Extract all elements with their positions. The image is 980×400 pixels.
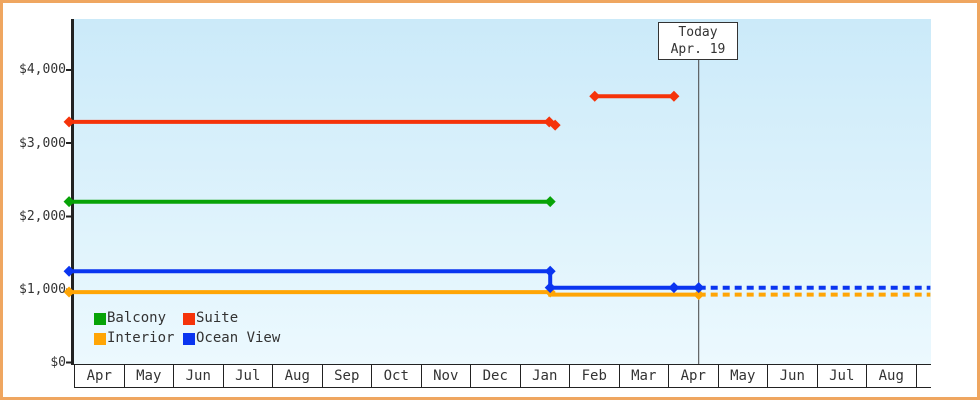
month-cell: Aug bbox=[866, 365, 916, 387]
month-label: Dec bbox=[482, 368, 508, 384]
today-date-label: Apr. 19 bbox=[670, 42, 726, 57]
month-label: Jan bbox=[532, 368, 558, 384]
month-cell: May bbox=[717, 365, 768, 387]
plot-background bbox=[74, 19, 931, 364]
month-label: Apr bbox=[680, 368, 706, 384]
month-label: Feb bbox=[581, 368, 607, 384]
series-marker-interior bbox=[63, 286, 75, 298]
legend-label: Suite bbox=[196, 310, 239, 326]
month-label: May bbox=[136, 368, 162, 384]
month-cell: Mar bbox=[618, 365, 669, 387]
x-axis-month-row: Apr May Jun Jul Aug Sep Oct Nov Dec Jan Feb Mar Apr M… bbox=[74, 364, 931, 388]
month-cell: Aug bbox=[272, 365, 322, 387]
series-marker-suite bbox=[589, 90, 601, 102]
y-axis-label: $4,000 bbox=[19, 62, 66, 78]
legend-swatch-ocean-view bbox=[183, 332, 195, 345]
series-marker-suite bbox=[668, 90, 680, 102]
series-marker-suite bbox=[549, 119, 561, 131]
month-cell-partial bbox=[915, 365, 932, 387]
month-cell: Jun bbox=[173, 365, 223, 387]
month-cell: Oct bbox=[371, 365, 421, 387]
month-label: Jul bbox=[829, 368, 855, 384]
month-cell: Sep bbox=[321, 365, 372, 387]
month-label: Mar bbox=[631, 368, 657, 384]
month-label: May bbox=[730, 368, 756, 384]
series-marker-ocean-view bbox=[544, 265, 556, 277]
legend-swatch-interior bbox=[94, 332, 106, 345]
legend-item-balcony: Balcony bbox=[94, 310, 183, 326]
month-cell: Nov bbox=[420, 365, 471, 387]
month-label: Oct bbox=[383, 368, 409, 384]
month-label: Sep bbox=[334, 368, 360, 384]
series-marker-suite bbox=[63, 116, 75, 128]
legend-swatch-suite bbox=[183, 312, 195, 325]
month-cell: Apr bbox=[668, 365, 718, 387]
y-axis-label: $2,000 bbox=[19, 208, 66, 224]
month-cell: Jul bbox=[222, 365, 273, 387]
legend-item-suite: Suite bbox=[183, 310, 280, 326]
series-marker-balcony bbox=[544, 196, 556, 208]
month-cell: Jul bbox=[816, 365, 867, 387]
legend-label: Interior bbox=[107, 330, 175, 346]
month-label: Aug bbox=[284, 368, 310, 384]
month-cell: Apr bbox=[74, 365, 124, 387]
legend-label: Ocean View bbox=[196, 330, 281, 346]
series-marker-ocean-view bbox=[544, 282, 556, 294]
month-cell: Jun bbox=[767, 365, 817, 387]
series-marker-ocean-view bbox=[668, 282, 680, 294]
month-label: Jun bbox=[185, 368, 211, 384]
series-marker-ocean-view bbox=[63, 265, 75, 277]
month-label: Aug bbox=[878, 368, 904, 384]
month-label: Jun bbox=[779, 368, 805, 384]
today-label: Today bbox=[678, 25, 718, 40]
legend-item-ocean-view: Ocean View bbox=[183, 330, 281, 346]
month-label: Apr bbox=[86, 368, 112, 384]
y-axis-label: $3,000 bbox=[19, 135, 66, 151]
legend: Balcony Suite Interior Ocean View bbox=[94, 310, 281, 346]
series-marker-balcony bbox=[63, 196, 75, 208]
y-axis-label: $0 bbox=[50, 355, 66, 371]
legend-label: Balcony bbox=[107, 310, 167, 326]
y-axis-label: $1,000 bbox=[19, 282, 66, 297]
month-cell: Dec bbox=[470, 365, 520, 387]
month-label: Jul bbox=[235, 368, 261, 384]
legend-item-interior: Interior bbox=[94, 330, 183, 346]
month-cell: Jan bbox=[519, 365, 570, 387]
legend-swatch-balcony bbox=[94, 312, 106, 325]
today-marker-box: Today Apr. 19 bbox=[658, 22, 738, 60]
month-label: Nov bbox=[433, 368, 459, 384]
month-cell: May bbox=[123, 365, 174, 387]
month-cell: Feb bbox=[569, 365, 619, 387]
